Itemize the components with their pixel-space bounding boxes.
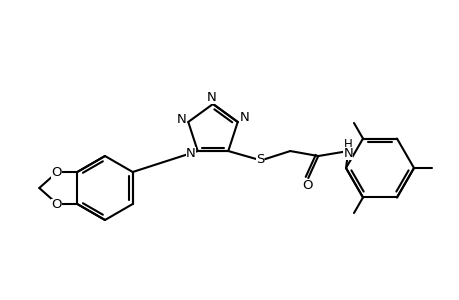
Text: O: O <box>51 199 62 212</box>
Text: N: N <box>176 113 186 127</box>
Text: H: H <box>343 137 352 151</box>
Text: N: N <box>343 146 353 160</box>
Text: S: S <box>256 152 264 166</box>
Text: N: N <box>239 112 249 124</box>
Text: N: N <box>207 91 216 103</box>
Text: N: N <box>185 146 195 160</box>
Text: O: O <box>51 167 62 179</box>
Text: O: O <box>302 178 312 191</box>
